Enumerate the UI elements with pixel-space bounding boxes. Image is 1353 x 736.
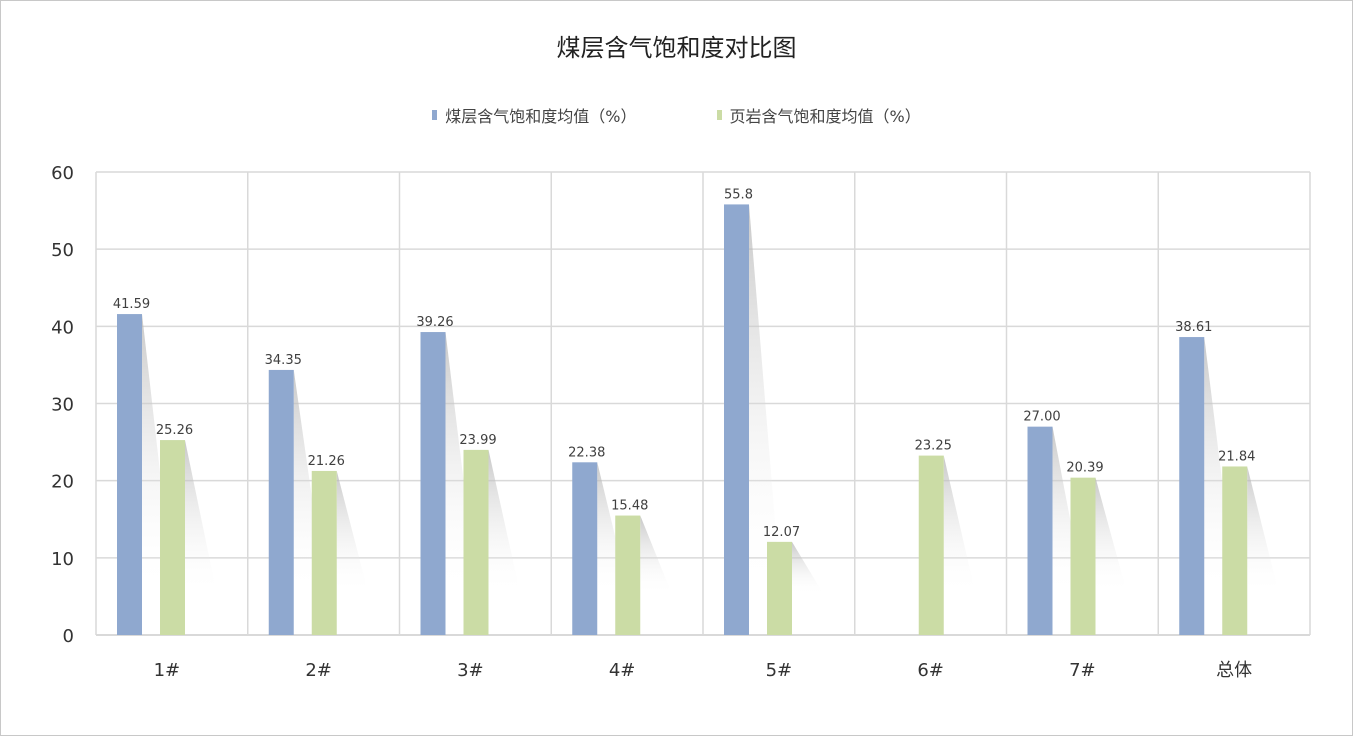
x-tick-label: 4# — [609, 660, 636, 681]
data-label: 15.48 — [611, 499, 648, 514]
bar-coal — [572, 462, 598, 635]
bar-coal — [1179, 337, 1205, 635]
bar-shadow — [336, 470, 369, 595]
bar-shadow — [1247, 466, 1280, 595]
legend-item-coal: 煤层含气饱和度均值（%） — [432, 103, 637, 127]
bar-shale — [311, 470, 337, 635]
bar-shale — [918, 455, 944, 635]
bar-shale — [1070, 477, 1096, 635]
bar-shale — [615, 515, 641, 635]
bar-coal — [420, 332, 446, 635]
bar-shadow — [185, 440, 217, 595]
legend: 煤层含气饱和度均值（%） 页岩含气饱和度均值（%） — [0, 103, 1353, 127]
bar-shadow — [792, 541, 824, 595]
data-label: 12.07 — [763, 525, 800, 540]
x-tick-label: 1# — [154, 660, 181, 681]
data-label: 21.26 — [308, 454, 345, 469]
x-tick-label: 7# — [1069, 660, 1096, 681]
data-label: 21.84 — [1218, 449, 1255, 464]
data-label: 25.26 — [156, 423, 193, 438]
y-tick-label: 30 — [51, 395, 74, 416]
y-tick-label: 20 — [51, 472, 74, 493]
y-tick-label: 60 — [51, 163, 74, 184]
x-tick-label: 5# — [766, 660, 793, 681]
y-tick-label: 10 — [51, 549, 74, 570]
chart-title: 煤层含气饱和度对比图 — [556, 34, 797, 62]
legend-swatch-coal — [432, 110, 438, 120]
legend-label-shale: 页岩含气饱和度均值（%） — [729, 107, 921, 126]
legend-label-coal: 煤层含气饱和度均值（%） — [445, 107, 637, 126]
legend-swatch-shale — [716, 110, 722, 120]
data-label: 20.39 — [1066, 461, 1103, 476]
data-label: 38.61 — [1175, 320, 1212, 335]
data-label: 41.59 — [113, 297, 150, 312]
bar-shale — [767, 541, 792, 635]
data-label: 22.38 — [568, 445, 605, 460]
data-label: 55.8 — [724, 187, 753, 202]
bar-shadow — [1095, 477, 1128, 595]
bar-shadow — [749, 204, 781, 595]
bar-coal — [117, 314, 142, 635]
y-tick-label: 50 — [51, 240, 74, 261]
bar-coal — [1027, 426, 1053, 635]
data-label: 34.35 — [265, 353, 302, 368]
bar-shale — [1222, 466, 1248, 635]
data-label: 23.25 — [915, 439, 952, 454]
bar-coal — [724, 204, 749, 635]
bar-shadow — [943, 455, 976, 595]
x-tick-label: 总体 — [1216, 660, 1252, 681]
data-label: 23.99 — [459, 433, 496, 448]
bar-coal — [268, 369, 294, 635]
bar-shale — [463, 449, 489, 635]
y-tick-label: 0 — [63, 626, 74, 647]
bar-shadow — [640, 515, 673, 595]
x-tick-label: 2# — [305, 660, 332, 681]
bar-shadow — [488, 449, 521, 595]
bar-shadow — [1052, 426, 1085, 595]
y-tick-label: 40 — [51, 317, 74, 338]
legend-item-shale: 页岩含气饱和度均值（%） — [716, 103, 921, 127]
x-tick-label: 3# — [457, 660, 484, 681]
data-label: 39.26 — [416, 315, 453, 330]
x-tick-label: 6# — [917, 660, 944, 681]
bar-shale — [160, 440, 185, 635]
data-label: 27.00 — [1023, 410, 1060, 425]
